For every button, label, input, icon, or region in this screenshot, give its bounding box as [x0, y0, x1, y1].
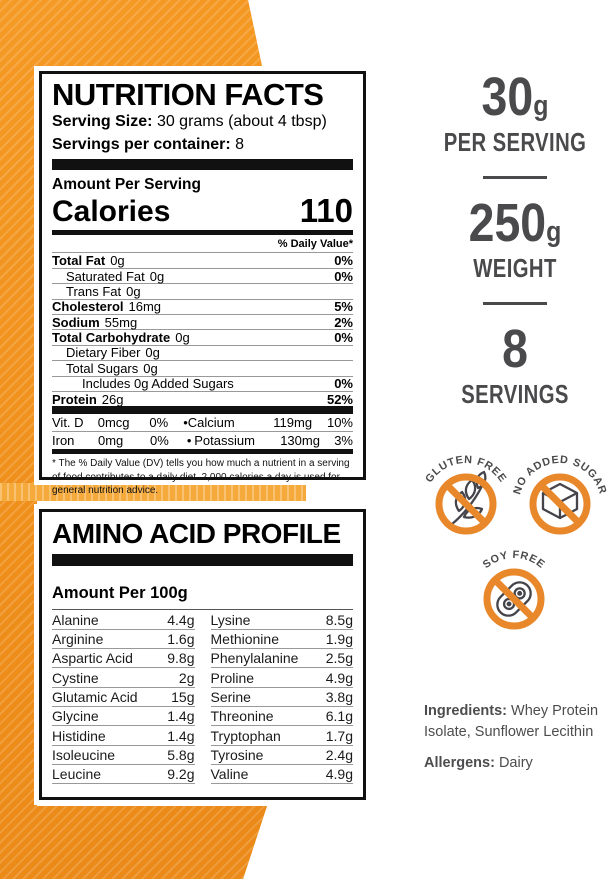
ingredients-block: Ingredients: Whey Protein Isolate, Sunfl… — [424, 701, 608, 774]
amino-row: Tyrosine 2.4g — [210, 746, 353, 765]
orange-mid-band — [0, 483, 306, 501]
amount-per-serving-label: Amount Per Serving — [52, 176, 201, 194]
thick-rule — [52, 230, 353, 236]
allergens-value: Dairy — [498, 755, 533, 772]
amino-row: Leucine 9.2g — [52, 765, 195, 785]
sugar-cube-icon: NO ADDED SUGAR — [512, 454, 608, 535]
amino-acid-panel: AMINO ACID PROFILE Amount Per 100g Alani… — [39, 509, 366, 800]
amino-row: Threonine 6.1g — [210, 707, 353, 727]
amino-row: Lysine 8.5g — [210, 611, 353, 630]
nutrient-row-sodium: Sodium 55mg 2% — [52, 314, 353, 330]
servings-per-container-line: Servings per container: 8 — [52, 135, 353, 155]
ingredients-value: Whey Protein Isolate, Sunflower Lecithin — [424, 703, 599, 741]
amount-per-100g-label: Amount Per 100g — [52, 583, 188, 602]
amino-row: Proline 4.9g — [210, 668, 353, 688]
no-added-sugar-badge: NO ADDED SUGAR — [512, 446, 608, 546]
nutrient-row-trans-fat: Trans Fat 0g — [52, 283, 353, 298]
nutrient-row-protein: Protein 26g 52% — [52, 390, 353, 407]
amino-row: Arginine 1.6g — [52, 630, 195, 650]
wheat-icon: GLUTEN FREE — [423, 454, 508, 535]
bullet: • — [186, 433, 192, 449]
stat-divider — [483, 302, 547, 305]
amino-row: Cystine 2g — [52, 668, 195, 688]
amino-row: Alanine 4.4g — [52, 611, 195, 630]
side-stats-column: 30g PER SERVING 250g WEIGHT 8 SERVINGS — [420, 70, 609, 428]
soy-free-badge: SOY FREE — [466, 541, 562, 641]
vitamin-row-2: Iron 0mg 0% • Potassium 130mg 3% — [52, 433, 353, 449]
weight-amount: 250g — [468, 193, 562, 253]
svg-text:SOY FREE: SOY FREE — [481, 549, 548, 571]
calories-label: Calories — [52, 195, 171, 229]
bullet: • — [183, 415, 188, 431]
nutrient-row-cholesterol: Cholesterol 16mg 5% — [52, 298, 353, 315]
stat-divider — [483, 176, 547, 179]
divider-bar — [52, 406, 353, 415]
nutrient-row-total-carbohydrate: Total Carbohydrate 0g 0% — [52, 329, 353, 346]
amino-acid-title: AMINO ACID PROFILE — [52, 518, 341, 549]
divider-bar — [52, 159, 353, 171]
amino-row: Isoleucine 5.8g — [52, 746, 195, 765]
per-serving-amount: 30g — [481, 67, 549, 127]
amino-right-column: Lysine 8.5g Methionine 1.9g Phenylalanine 2… — [210, 611, 353, 785]
amino-row: Aspartic Acid 9.8g — [52, 649, 195, 669]
serving-size-value: 30 grams (about 4 tbsp) — [156, 113, 327, 131]
amino-row: Glycine 1.4g — [52, 707, 195, 727]
amino-row: Serine 3.8g — [210, 688, 353, 708]
nutrient-row-dietary-fiber: Dietary Fiber 0g — [52, 344, 353, 360]
amino-left-column: Alanine 4.4g Arginine 1.6g Aspartic Acid 9.… — [52, 611, 195, 785]
servings-label: Servings per container: — [52, 136, 231, 154]
servings-value: 8 — [235, 136, 245, 154]
soybean-icon: SOY FREE — [481, 549, 548, 630]
gluten-free-badge: GLUTEN FREE — [418, 446, 514, 546]
calories-value: 110 — [299, 192, 353, 230]
daily-value-header: % Daily Value* — [277, 238, 353, 251]
nutrition-facts-panel: NUTRITION FACTS Serving Size: 30 grams (… — [39, 71, 366, 496]
divider-bar — [52, 449, 353, 455]
nutrient-row-total-fat: Total Fat 0g 0% — [52, 252, 353, 269]
amino-row: Tryptophan 1.7g — [210, 726, 353, 746]
weight-label: WEIGHT — [473, 253, 557, 283]
amino-row: Methionine 1.9g — [210, 630, 353, 650]
serving-size-line: Serving Size: 30 grams (about 4 tbsp) — [52, 112, 353, 132]
ingredients-line: Ingredients: Whey Protein Isolate, Sunfl… — [424, 701, 608, 743]
vitamin-row-1: Vit. D 0mcg 0% • Calcium 119mg 10% — [52, 415, 353, 432]
amino-row: Valine 4.9g — [210, 765, 353, 785]
serving-size-label: Serving Size: — [52, 113, 153, 131]
amino-row: Phenylalanine 2.5g — [210, 649, 353, 669]
nutrient-row-added-sugars: Includes 0g Added Sugars 0% — [52, 375, 353, 391]
ingredients-label: Ingredients: — [424, 703, 507, 719]
allergens-line: Allergens: Dairy — [424, 753, 608, 774]
calories-row: Calories 110 — [52, 194, 353, 227]
divider-bar — [52, 553, 353, 566]
nutrition-facts-title: NUTRITION FACTS — [52, 77, 324, 112]
rule — [52, 608, 353, 610]
amino-row: Histidine 1.4g — [52, 726, 195, 746]
nutrient-row-saturated-fat: Saturated Fat 0g 0% — [52, 267, 353, 283]
servings-amount: 8 — [502, 319, 528, 379]
servings-stat-label: SERVINGS — [461, 379, 569, 409]
allergens-label: Allergens: — [424, 755, 495, 772]
amino-acid-table: Alanine 4.4g Arginine 1.6g Aspartic Acid 9.… — [52, 611, 353, 785]
per-serving-label: PER SERVING — [443, 127, 587, 157]
nutrient-row-total-sugars: Total Sugars 0g — [52, 360, 353, 375]
amino-row: Glutamic Acid 15g — [52, 688, 195, 708]
daily-value-footnote: * The % Daily Value (DV) tells you how m… — [52, 458, 350, 496]
